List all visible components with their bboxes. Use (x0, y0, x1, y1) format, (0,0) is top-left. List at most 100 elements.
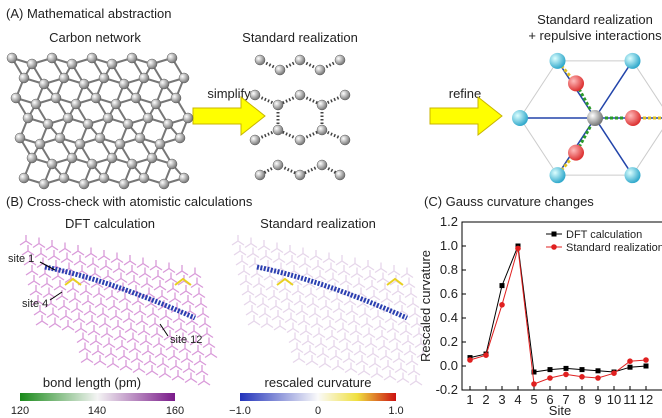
bond (234, 245, 246, 255)
bond (283, 303, 295, 313)
bond (71, 303, 83, 313)
arrow-label: refine (449, 86, 482, 101)
bond (84, 305, 96, 315)
bond (128, 275, 140, 285)
atom (295, 90, 305, 100)
bond (352, 335, 364, 345)
marker (467, 357, 473, 363)
atom (43, 119, 53, 129)
bond (90, 335, 102, 345)
bond (176, 265, 188, 275)
colorbar-tick: 140 (88, 405, 106, 417)
label: + repulsive interactions (528, 28, 662, 43)
legend-marker (552, 232, 557, 237)
bond (403, 278, 415, 288)
bond (142, 345, 154, 355)
bond (375, 263, 387, 273)
bond (147, 308, 159, 318)
atom (95, 133, 105, 143)
bond (395, 363, 407, 373)
label: Standard realization (242, 30, 358, 45)
atom (273, 160, 283, 170)
atom (59, 73, 69, 83)
atom (79, 179, 89, 189)
colorbar-tick: 0 (315, 405, 321, 417)
bond (309, 308, 321, 318)
atom (23, 113, 33, 123)
bond (246, 305, 258, 315)
bond (112, 320, 124, 330)
atom (91, 93, 101, 103)
bond (114, 330, 126, 340)
x-tick-label: 2 (482, 392, 489, 407)
bond (139, 268, 151, 278)
atom (550, 53, 566, 69)
bond (49, 318, 61, 328)
bond (168, 350, 180, 360)
y-tick-label: 0.2 (440, 334, 458, 349)
bond (279, 283, 291, 293)
bond (195, 298, 207, 308)
bond (378, 340, 390, 350)
bond (129, 343, 141, 353)
atom (275, 65, 285, 75)
bond (108, 300, 120, 310)
atom (250, 90, 260, 100)
bond (376, 330, 388, 340)
bond (393, 353, 405, 363)
bond (312, 260, 324, 270)
y-tick-label: -0.2 (436, 382, 458, 397)
arrow (430, 97, 502, 135)
atom (87, 53, 97, 63)
atom (159, 179, 169, 189)
bond (201, 328, 213, 338)
marker (579, 374, 585, 380)
bond (180, 285, 192, 295)
bond (94, 355, 106, 365)
bond (346, 305, 358, 315)
bond (289, 333, 301, 343)
hex-edge (633, 118, 662, 175)
atom (167, 159, 177, 169)
bond (242, 285, 254, 295)
atom (35, 139, 45, 149)
annotation: site 12 (170, 334, 202, 346)
atom (59, 173, 69, 183)
bond (368, 290, 380, 300)
atom (317, 100, 327, 110)
bond (259, 308, 271, 318)
bond (385, 313, 397, 323)
marker (564, 366, 569, 371)
atom (27, 153, 37, 163)
bond (143, 288, 155, 298)
bond (62, 320, 74, 330)
bond (253, 278, 265, 288)
bond (268, 290, 280, 300)
bond (136, 315, 148, 325)
bond (397, 373, 409, 383)
bond (110, 310, 122, 320)
y-tick-label: 0.0 (440, 358, 458, 373)
atom (75, 139, 85, 149)
bond (304, 345, 316, 355)
bond (131, 353, 143, 363)
bond (120, 360, 132, 370)
x-tick-label: 12 (639, 392, 653, 407)
bond (363, 328, 375, 338)
bond (297, 248, 309, 258)
bond (123, 313, 135, 323)
colorbar-tick: 1.0 (388, 405, 403, 417)
atom (625, 167, 641, 183)
bond (284, 245, 296, 255)
bond (332, 360, 344, 370)
panel-title: (B) Cross-check with atomistic calculati… (6, 194, 253, 209)
atom (15, 133, 25, 143)
marker (596, 368, 601, 373)
bond (381, 293, 393, 303)
bond (354, 345, 366, 355)
series-group (467, 244, 649, 387)
marker (628, 365, 633, 370)
bond (115, 273, 127, 283)
marker (611, 370, 617, 376)
bond (244, 295, 256, 305)
